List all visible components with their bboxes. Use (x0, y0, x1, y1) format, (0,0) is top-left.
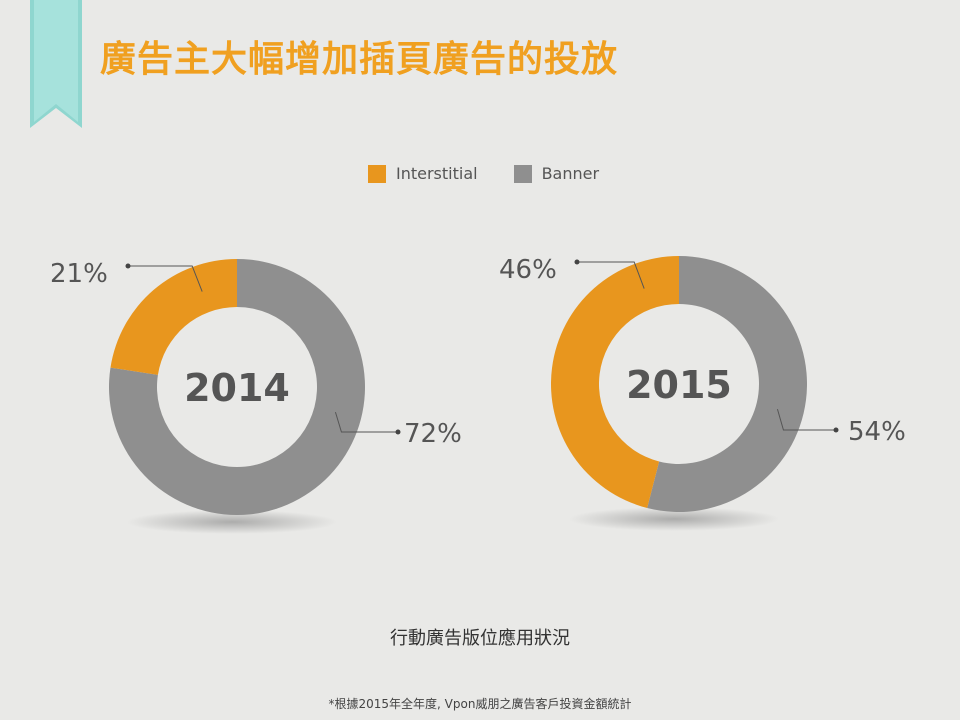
donut-center-label-2015: 2015 (626, 363, 732, 407)
data-label-banner-2015: 54% (848, 417, 906, 447)
donut-slice-banner-2014 (109, 259, 366, 515)
donut-center-label-2014: 2014 (184, 366, 290, 410)
leader-dot-banner-2015 (833, 427, 839, 433)
leader-line-banner-2014 (334, 411, 398, 433)
footnote: *根據2015年全年度, Vpon威朋之廣告客戶投資金額統計 (328, 697, 632, 711)
chart-subtitle: 行動廣告版位應用狀況 (390, 628, 570, 649)
legend-swatch-interstitial (368, 164, 386, 183)
leader-dot-banner-2014 (395, 429, 401, 435)
page-title: 廣告主大幅增加插頁廣告的投放 (100, 39, 619, 80)
data-label-interstitial-2015: 46% (499, 255, 557, 285)
data-label-banner-2014: 72% (404, 419, 462, 449)
leader-dot-interstitial-2014 (125, 263, 131, 269)
chart-legend: Interstitial Banner (368, 164, 599, 183)
donut-slice-interstitial-2014 (110, 259, 237, 375)
legend-label-interstitial: Interstitial (396, 164, 478, 183)
donut-slice-interstitial-2015 (551, 256, 679, 508)
legend-swatch-banner (513, 164, 532, 183)
legend-item-interstitial: Interstitial (368, 164, 478, 183)
legend-label-banner: Banner (541, 164, 600, 183)
ribbon-decoration (30, 0, 82, 128)
leader-dot-interstitial-2015 (574, 259, 580, 265)
leader-line-interstitial-2015 (577, 261, 645, 289)
leader-line-interstitial-2014 (128, 265, 203, 292)
donut-shadow-2015 (569, 507, 779, 531)
donut-shadow-2014 (127, 510, 337, 534)
legend-item-banner: Banner (513, 164, 600, 183)
data-label-interstitial-2014: 21% (50, 259, 108, 289)
leader-line-banner-2015 (776, 408, 836, 431)
donut-slice-banner-2015 (647, 256, 807, 513)
